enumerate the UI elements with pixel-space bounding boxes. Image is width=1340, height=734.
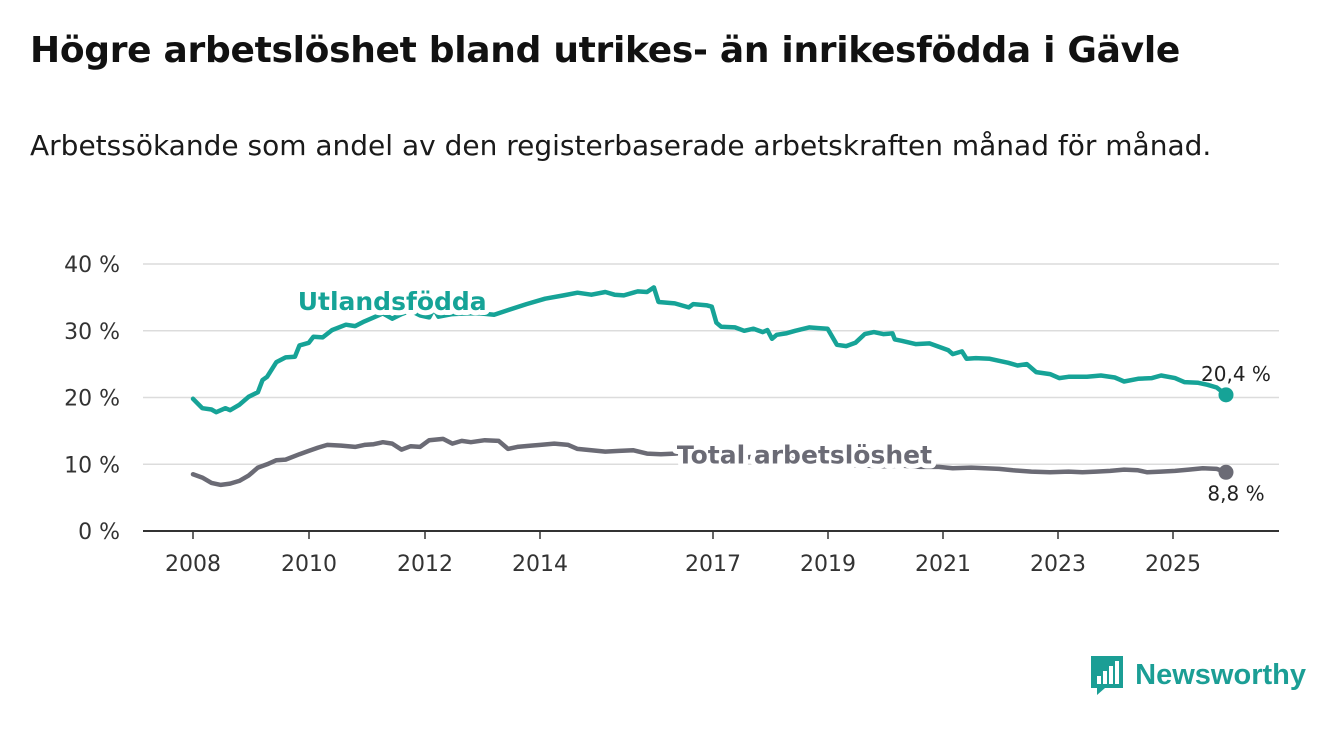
x-tick-label: 2021 (915, 552, 971, 577)
grid-layer: 0 % 10 % 20 % 30 % 40 % 2008 2010 2012 2014 2017 2… (64, 253, 1279, 577)
label-layer: 20,4 % Utlandsfödda 8,8 % Total arbetslöshe… (293, 282, 1271, 505)
x-tick-label: 2014 (512, 552, 568, 577)
total-end-marker (1218, 464, 1234, 480)
x-tick-label: 2010 (281, 552, 337, 577)
series-layer (190, 285, 1234, 488)
total-arbetsloshet-line (190, 436, 1229, 488)
x-tick-label: 2017 (685, 552, 741, 577)
y-tick-label: 20 % (64, 387, 120, 412)
x-tick-label: 2008 (165, 552, 221, 577)
x-tick-label: 2023 (1030, 552, 1086, 577)
x-tick-label: 2019 (800, 552, 856, 577)
y-tick-label: 10 % (64, 453, 120, 478)
total-end-label: 8,8 % (1207, 481, 1264, 505)
total-series-label: Total arbetslöshet (677, 441, 932, 470)
chart-subtitle: Arbetssökande som andel av den registerb… (30, 129, 1212, 162)
utlandsfodda-end-label: 20,4 % (1201, 362, 1271, 386)
utlandsfodda-end-marker (1218, 387, 1234, 403)
y-tick-label: 30 % (64, 320, 120, 345)
bar-chart-icon (1091, 656, 1124, 695)
brand-logo[interactable]: Newsworthy (1089, 654, 1306, 696)
chart-title: Högre arbetslöshet bland utrikes- än inr… (30, 30, 1180, 71)
brand-name: Newsworthy (1135, 658, 1306, 691)
utlandsfodda-line (190, 285, 1229, 415)
x-tick-label: 2025 (1145, 552, 1201, 577)
y-tick-label: 0 % (78, 520, 120, 545)
x-tick-label: 2012 (397, 552, 453, 577)
utlandsfodda-series-label: Utlandsfödda (298, 287, 487, 316)
y-tick-label: 40 % (64, 253, 120, 278)
